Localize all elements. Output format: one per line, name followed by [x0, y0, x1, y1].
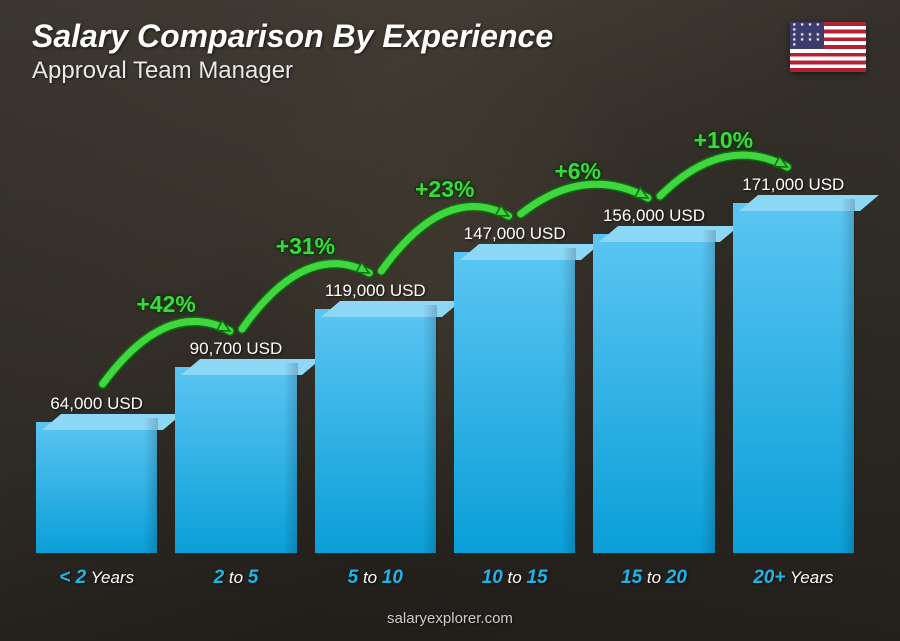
- x-axis-label: 5 to 10: [315, 567, 436, 589]
- bar-value-label: 90,700 USD: [190, 339, 283, 359]
- bar-front-face: [175, 367, 296, 553]
- bar-value-label: 171,000 USD: [742, 175, 844, 195]
- x-axis-label: 10 to 15: [454, 567, 575, 589]
- increase-badge: +23%: [415, 176, 474, 203]
- bar-shadow: [284, 363, 298, 553]
- increase-value: +42%: [136, 291, 195, 318]
- bar-front-face: [454, 252, 575, 553]
- footer-attribution: salaryexplorer.com: [0, 610, 900, 627]
- increase-value: +23%: [415, 176, 474, 203]
- bar-front-face: [733, 203, 854, 553]
- bar-front-face: [315, 309, 436, 553]
- bar-top-face: [42, 414, 182, 430]
- bar-group: 90,700 USD: [175, 339, 296, 553]
- bar-top-face: [739, 195, 879, 211]
- bar-top-face: [321, 301, 461, 317]
- bars-container: 64,000 USD 90,700 USD 119,000 USD 147,000 U…: [36, 153, 854, 553]
- bar-top-face: [460, 244, 600, 260]
- chart-area: 64,000 USD 90,700 USD 119,000 USD 147,000 U…: [36, 120, 854, 589]
- bar: [454, 252, 575, 553]
- bar-group: 147,000 USD: [454, 224, 575, 553]
- bar-shadow: [562, 248, 576, 553]
- bar-value-label: 119,000 USD: [325, 281, 426, 301]
- increase-badge: +6%: [554, 158, 601, 185]
- chart-subtitle: Approval Team Manager: [32, 57, 868, 85]
- increase-value: +10%: [694, 127, 753, 154]
- bar-value-label: 147,000 USD: [464, 224, 566, 244]
- x-axis-label: 20+ Years: [733, 567, 854, 589]
- increase-badge: +31%: [276, 233, 335, 260]
- increase-badge: +10%: [694, 127, 753, 154]
- x-axis-label: 15 to 20: [593, 567, 714, 589]
- x-axis-label: < 2 Years: [36, 567, 157, 589]
- bar-value-label: 64,000 USD: [50, 394, 143, 414]
- bar: [36, 422, 157, 553]
- bar-shadow: [144, 418, 158, 553]
- bar: [733, 203, 854, 553]
- increase-value: +31%: [276, 233, 335, 260]
- x-axis-label: 2 to 5: [175, 567, 296, 589]
- bar: [593, 234, 714, 553]
- bar-top-face: [599, 226, 739, 242]
- x-axis-labels: < 2 Years 2 to 5 5 to 10 10 to 15 15 to 20 20…: [36, 567, 854, 589]
- bar: [315, 309, 436, 553]
- flag-icon: ★ ★ ★ ★ ★ ★ ★ ★ ★★ ★ ★ ★ ★ ★ ★ ★ ★★ ★ ★ …: [790, 22, 866, 72]
- bar-group: 64,000 USD: [36, 394, 157, 553]
- bar-front-face: [36, 422, 157, 553]
- bar-group: 171,000 USD: [733, 175, 854, 553]
- flag-stars: ★ ★ ★ ★ ★ ★ ★ ★ ★★ ★ ★ ★ ★ ★ ★ ★ ★★ ★ ★ …: [792, 23, 822, 47]
- bar-shadow: [841, 199, 855, 553]
- increase-value: +6%: [554, 158, 601, 185]
- bar-value-label: 156,000 USD: [603, 206, 705, 226]
- bar-shadow: [702, 230, 716, 553]
- header: Salary Comparison By Experience Approval…: [32, 18, 868, 85]
- bar: [175, 367, 296, 553]
- bar-front-face: [593, 234, 714, 553]
- chart-title: Salary Comparison By Experience: [32, 18, 868, 55]
- bar-shadow: [423, 305, 437, 553]
- increase-badge: +42%: [136, 291, 195, 318]
- bar-group: 119,000 USD: [315, 281, 436, 553]
- bar-group: 156,000 USD: [593, 206, 714, 553]
- bar-top-face: [181, 359, 321, 375]
